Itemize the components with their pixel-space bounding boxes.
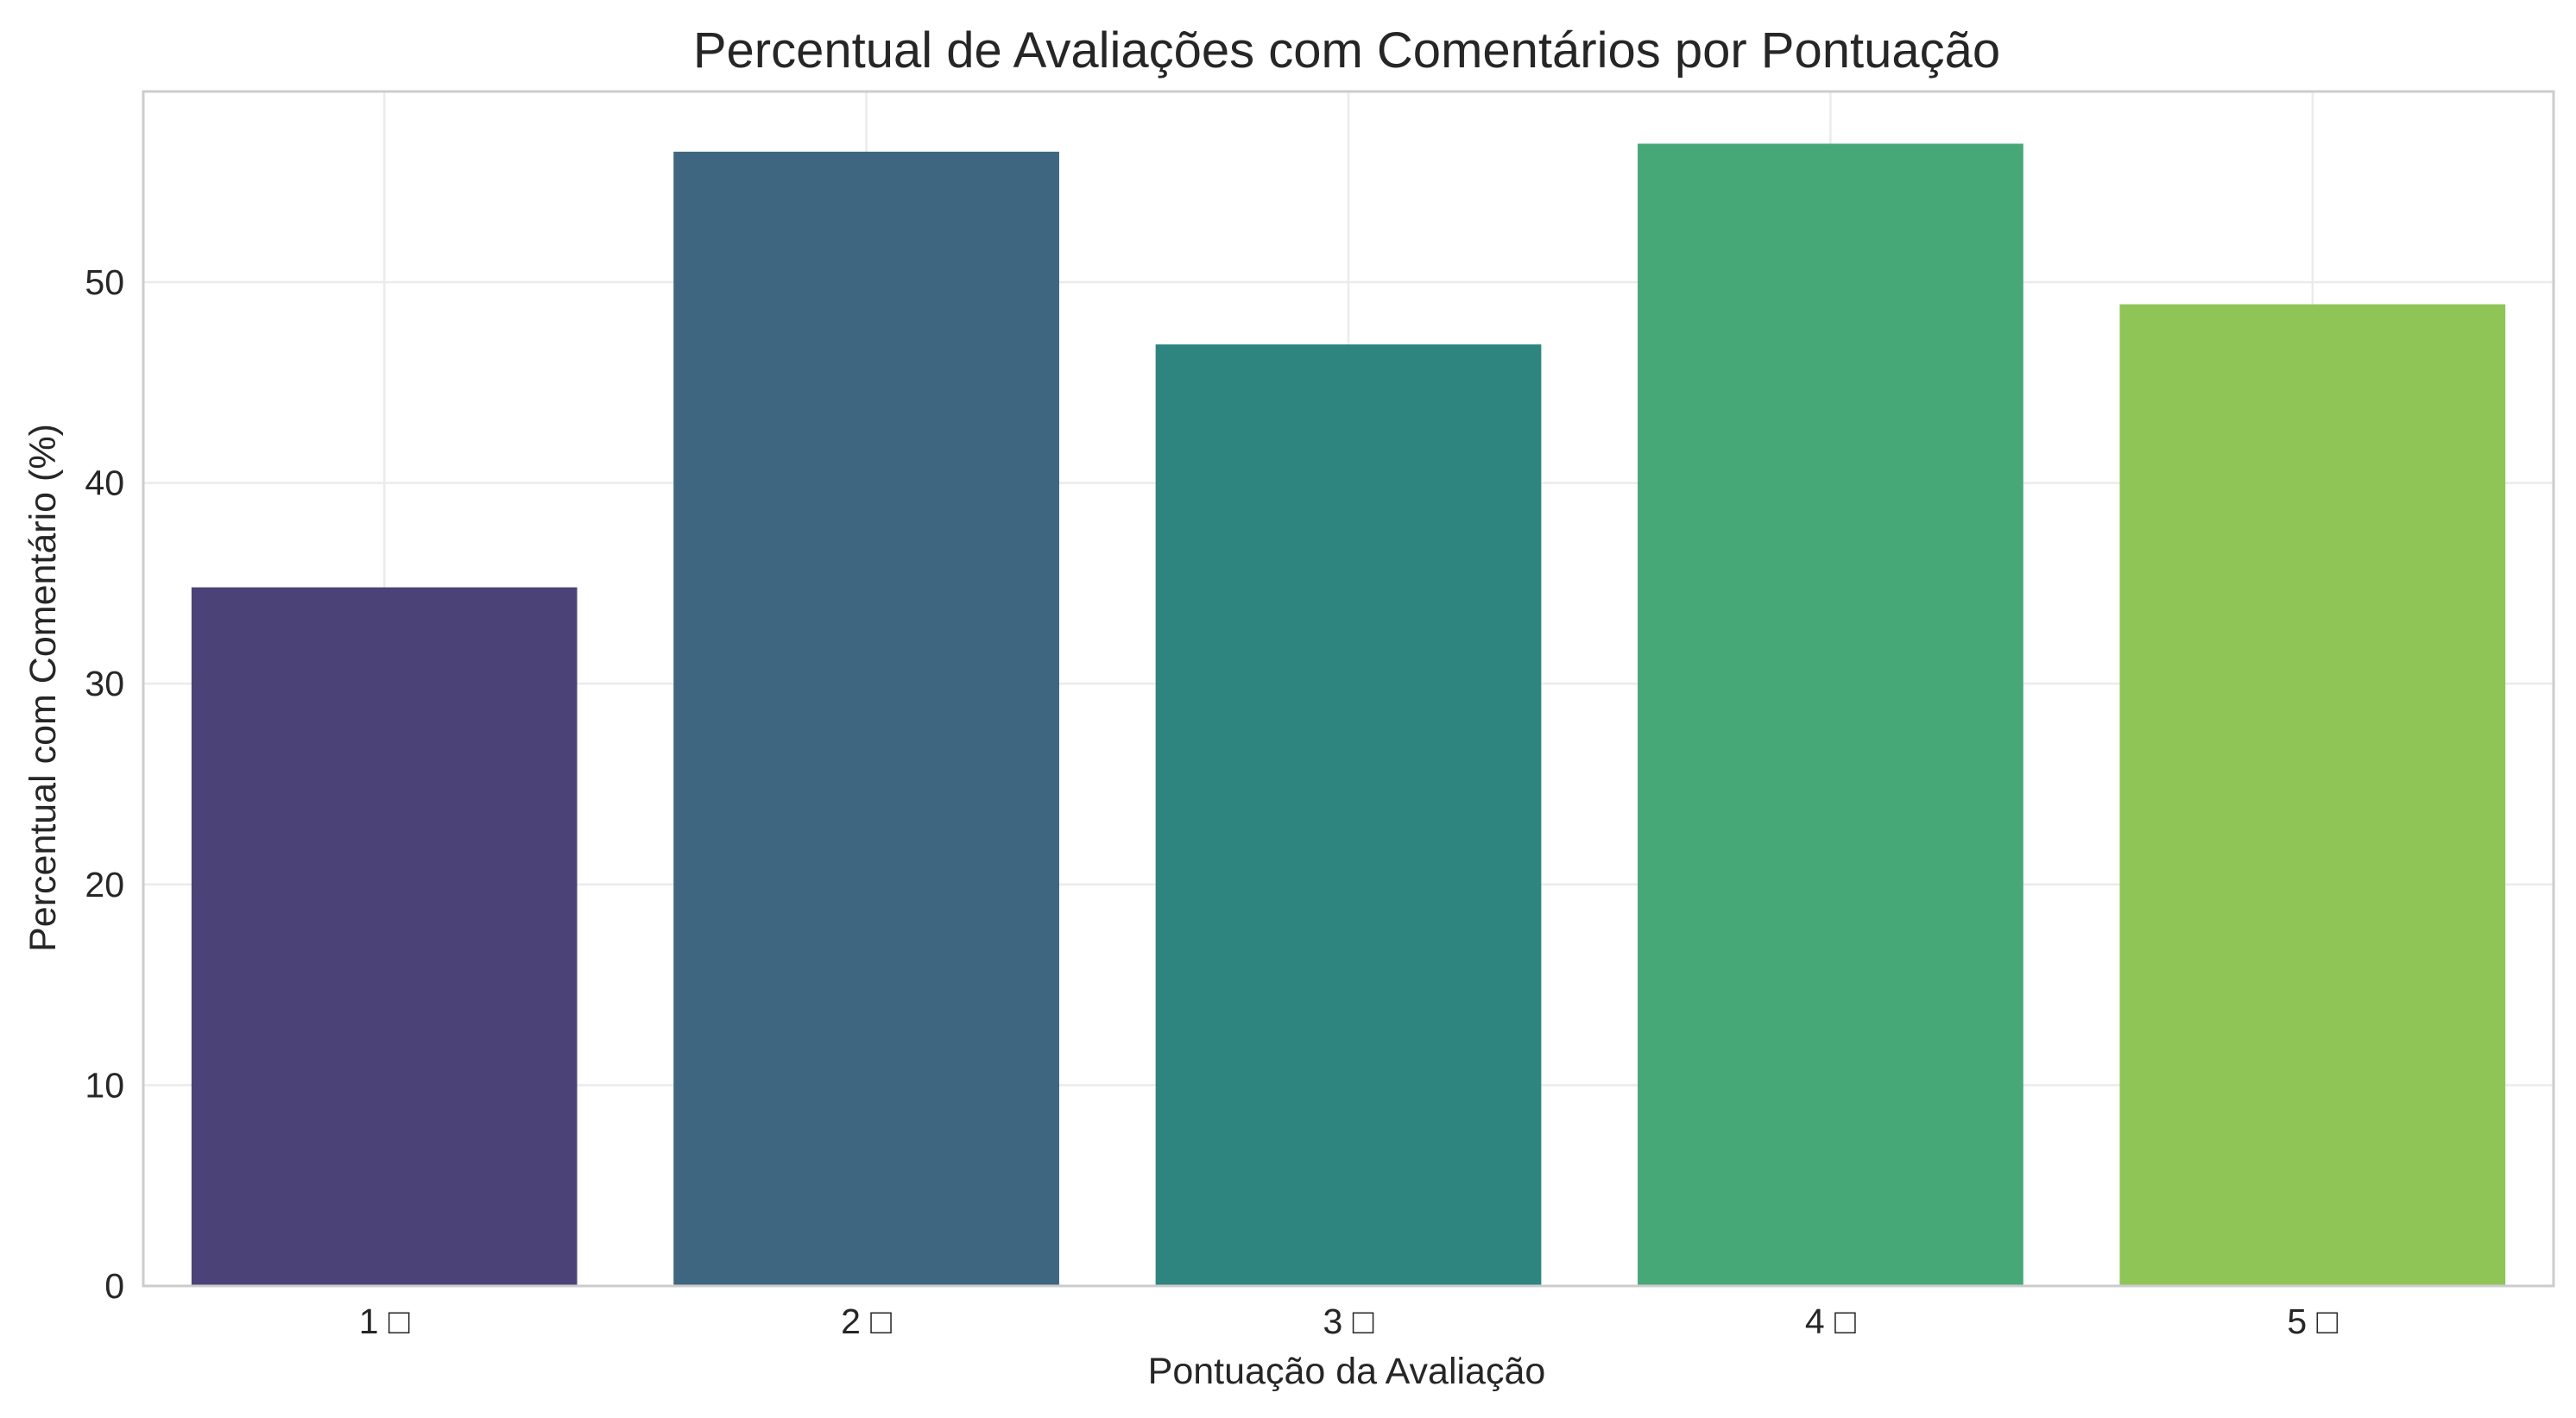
x-tick-label: 2 □ bbox=[841, 1301, 892, 1341]
x-tick-labels: 1 □ 2 □ 3 □ 4 □ 5 □ bbox=[359, 1301, 2339, 1341]
y-tick-labels: 0 10 20 30 40 50 bbox=[85, 262, 124, 1306]
plot-frame bbox=[142, 90, 2555, 1288]
bar bbox=[2119, 304, 2506, 1287]
y-tick-label: 30 bbox=[85, 664, 124, 703]
y-tick-label: 20 bbox=[85, 865, 124, 904]
bar bbox=[191, 587, 578, 1286]
x-tick-label: 4 □ bbox=[1805, 1301, 1856, 1341]
y-tick-label: 0 bbox=[104, 1266, 124, 1306]
x-tick-label: 5 □ bbox=[2287, 1301, 2338, 1341]
x-axis-label: Pontuação da Avaliação bbox=[1148, 1351, 1546, 1392]
x-tick-label: 3 □ bbox=[1323, 1301, 1374, 1341]
bar bbox=[1155, 344, 1542, 1286]
bars bbox=[191, 143, 2506, 1287]
y-tick-label: 50 bbox=[85, 262, 124, 302]
bar bbox=[673, 151, 1059, 1287]
y-tick-label: 40 bbox=[85, 463, 124, 503]
y-tick-label: 10 bbox=[85, 1065, 124, 1105]
chart-title: Percentual de Avaliações com Comentários… bbox=[693, 22, 2000, 79]
bar bbox=[1638, 143, 2024, 1287]
x-tick-label: 1 □ bbox=[359, 1301, 410, 1341]
y-axis-label: Percentual com Comentário (%) bbox=[22, 424, 64, 952]
